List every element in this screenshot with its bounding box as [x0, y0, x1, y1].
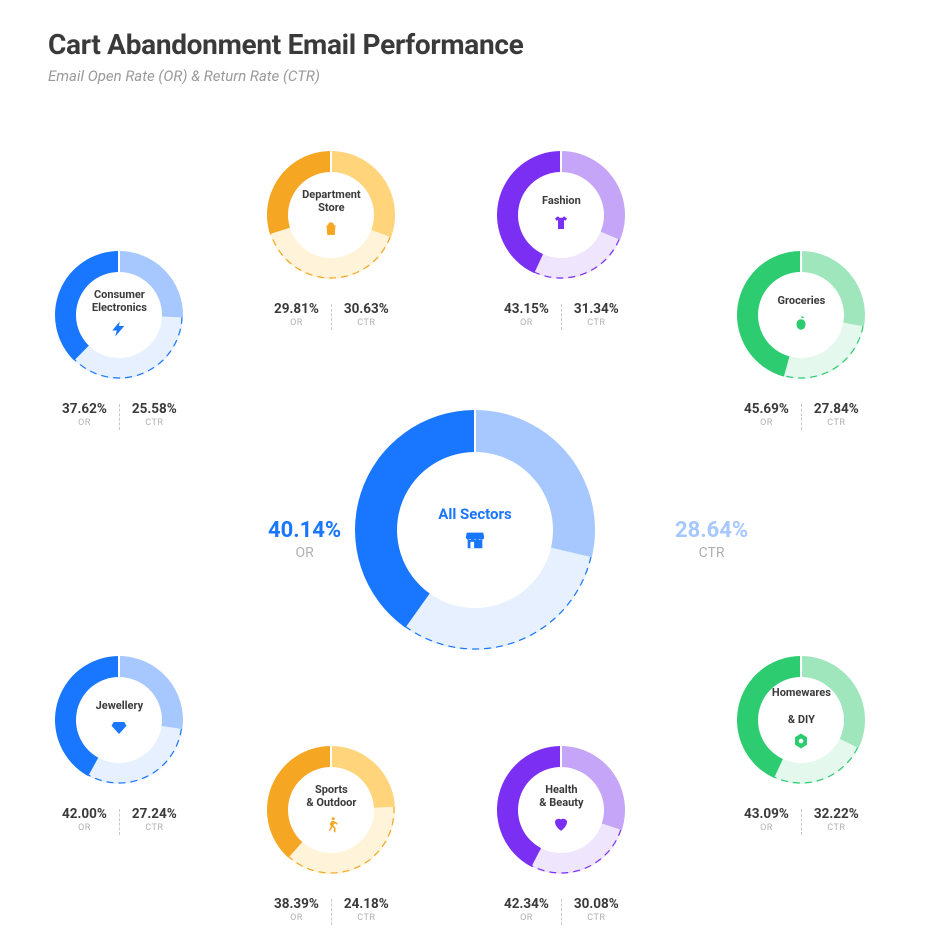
or-stat: 42.34% OR [492, 896, 561, 923]
center-ctr-stat: 28.64% CTR [675, 518, 748, 561]
ctr-value: 24.18% [344, 896, 389, 912]
donut-all-sectors: All Sectors [351, 406, 599, 654]
stats-row: 38.39% OR 24.18% CTR [262, 896, 401, 925]
ctr-label: CTR [357, 913, 375, 923]
sector-fashion: Fashion 43.15% OR 31.34% CTR [492, 147, 631, 330]
donut-health-beauty: Health& Beauty [493, 742, 629, 878]
ctr-label: CTR [145, 418, 163, 428]
header: Cart Abandonment Email Performance Email… [0, 0, 949, 85]
ctr-stat: 25.58% CTR [120, 401, 189, 428]
ctr-value: 30.63% [344, 301, 389, 317]
sector-groceries: Groceries 45.69% OR 27.84% CTR [732, 247, 871, 430]
or-label: OR [290, 913, 303, 923]
ctr-value: 31.34% [574, 301, 619, 317]
donut-fashion: Fashion [493, 147, 629, 283]
or-stat: 43.15% OR [492, 301, 561, 328]
donut-department-store: DepartmentStore [263, 147, 399, 283]
or-label: OR [520, 913, 533, 923]
or-value: 29.81% [274, 301, 319, 317]
or-value: 42.34% [504, 896, 549, 912]
ctr-value: 27.84% [814, 401, 859, 417]
ctr-value: 25.58% [132, 401, 177, 417]
sector-jewellery: Jewellery 42.00% OR 27.24% CTR [50, 652, 189, 835]
ctr-stat: 27.24% CTR [120, 806, 189, 833]
chart-canvas: ConsumerElectronics 37.62% OR 25.58% CTR… [0, 100, 949, 936]
donut-consumer-electronics: ConsumerElectronics [51, 247, 187, 383]
or-label: OR [760, 823, 773, 833]
or-label: OR [760, 418, 773, 428]
sector-homewares-diy: Homewares& DIY 43.09% OR 32.22% CTR [732, 652, 871, 835]
ctr-stat: 30.63% CTR [332, 301, 401, 328]
ctr-stat: 30.08% CTR [562, 896, 631, 923]
ctr-stat: 32.22% CTR [802, 806, 871, 833]
stats-row: 43.15% OR 31.34% CTR [492, 301, 631, 330]
ctr-label: CTR [827, 823, 845, 833]
stats-row: 42.00% OR 27.24% CTR [50, 806, 189, 835]
or-label: OR [520, 318, 533, 328]
ctr-stat: 27.84% CTR [802, 401, 871, 428]
stats-row: 37.62% OR 25.58% CTR [50, 401, 189, 430]
page-subtitle: Email Open Rate (OR) & Return Rate (CTR) [48, 67, 949, 85]
ctr-value: 30.08% [574, 896, 619, 912]
ctr-label: CTR [357, 318, 375, 328]
stats-row: 42.34% OR 30.08% CTR [492, 896, 631, 925]
or-stat: 37.62% OR [50, 401, 119, 428]
or-label: OR [78, 823, 91, 833]
center-ctr-label: CTR [699, 545, 725, 561]
or-value: 43.09% [744, 806, 789, 822]
sector-department-store: DepartmentStore 29.81% OR 30.63% CTR [262, 147, 401, 330]
center-or-value: 40.14% [268, 518, 341, 543]
ctr-label: CTR [587, 318, 605, 328]
or-stat: 29.81% OR [262, 301, 331, 328]
or-value: 38.39% [274, 896, 319, 912]
or-label: OR [78, 418, 91, 428]
or-value: 42.00% [62, 806, 107, 822]
or-stat: 42.00% OR [50, 806, 119, 833]
stats-row: 45.69% OR 27.84% CTR [732, 401, 871, 430]
ctr-label: CTR [145, 823, 163, 833]
sector-sports-outdoor: Sports& Outdoor 38.39% OR 24.18% CTR [262, 742, 401, 925]
stats-row: 43.09% OR 32.22% CTR [732, 806, 871, 835]
center-or-label: OR [295, 545, 313, 561]
sector-consumer-electronics: ConsumerElectronics 37.62% OR 25.58% CTR [50, 247, 189, 430]
sector-all: All Sectors [351, 406, 599, 654]
donut-groceries: Groceries [733, 247, 869, 383]
or-label: OR [290, 318, 303, 328]
ctr-value: 27.24% [132, 806, 177, 822]
ctr-label: CTR [587, 913, 605, 923]
or-stat: 43.09% OR [732, 806, 801, 833]
or-stat: 45.69% OR [732, 401, 801, 428]
or-stat: 38.39% OR [262, 896, 331, 923]
stats-row: 29.81% OR 30.63% CTR [262, 301, 401, 330]
ctr-stat: 31.34% CTR [562, 301, 631, 328]
donut-sports-outdoor: Sports& Outdoor [263, 742, 399, 878]
page-title: Cart Abandonment Email Performance [48, 28, 949, 61]
donut-homewares-diy: Homewares& DIY [733, 652, 869, 788]
or-value: 45.69% [744, 401, 789, 417]
ctr-stat: 24.18% CTR [332, 896, 401, 923]
ctr-value: 32.22% [814, 806, 859, 822]
sector-health-beauty: Health& Beauty 42.34% OR 30.08% CTR [492, 742, 631, 925]
donut-jewellery: Jewellery [51, 652, 187, 788]
center-ctr-value: 28.64% [675, 518, 748, 543]
center-or-stat: 40.14% OR [268, 518, 341, 561]
or-value: 37.62% [62, 401, 107, 417]
ctr-label: CTR [827, 418, 845, 428]
or-value: 43.15% [504, 301, 549, 317]
